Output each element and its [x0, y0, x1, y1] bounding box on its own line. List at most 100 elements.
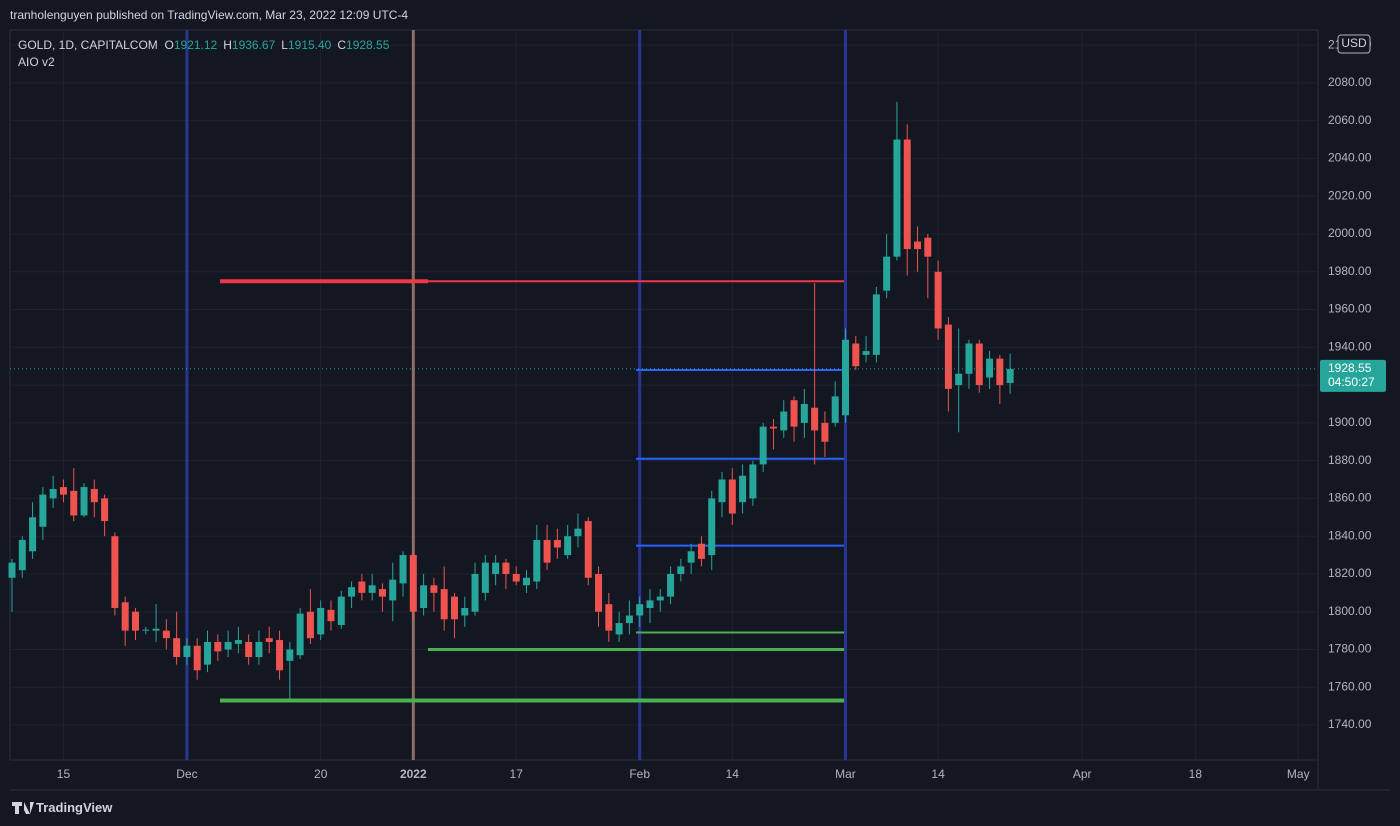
candle-body: [173, 638, 181, 658]
legend-key: C: [337, 38, 347, 52]
y-tick-label: 1820.00: [1328, 566, 1372, 580]
price-label: 1928.55: [1328, 361, 1372, 375]
candle-body: [409, 555, 417, 612]
candle-body: [111, 536, 119, 608]
candle-body: [204, 641, 212, 665]
candle-body: [811, 407, 819, 431]
candle-body: [584, 521, 592, 578]
candle-body: [687, 551, 695, 563]
currency: USD: [1341, 36, 1367, 50]
candle-body: [317, 607, 325, 635]
grid: [10, 30, 1318, 760]
candle-body: [286, 649, 294, 661]
candle-body: [348, 587, 356, 597]
candle-body: [461, 607, 469, 616]
candle-body: [502, 562, 510, 574]
x-tick-label: 18: [1189, 767, 1203, 781]
candle-body: [728, 479, 736, 514]
candle-body: [420, 585, 428, 608]
candle-body: [59, 487, 67, 495]
candle-body: [523, 577, 530, 586]
marks: [8, 30, 1318, 760]
candle-body: [595, 573, 603, 612]
legend: GOLD, 1D, CAPITALCOM O1921.12 H1936.67 L19…: [18, 37, 395, 71]
candle-body: [831, 396, 839, 423]
y-tick-label: 2020.00: [1328, 188, 1372, 202]
candle-body: [430, 585, 438, 593]
candle-body: [492, 562, 500, 574]
x-tick-label: 14: [931, 767, 945, 781]
candle-body: [893, 139, 901, 257]
candle-body: [841, 339, 849, 416]
countdown: 04:50:27: [1328, 375, 1375, 389]
candle-body: [276, 640, 284, 671]
y-tick-label: 1780.00: [1328, 642, 1372, 656]
candle-body: [553, 539, 561, 548]
x-tick-label: 17: [510, 767, 524, 781]
candle-body: [193, 645, 201, 671]
y-tick-label: 1880.00: [1328, 453, 1372, 467]
candle-body: [965, 343, 973, 374]
brand: TradingView: [36, 800, 113, 815]
y-tick-label: 2060.00: [1328, 113, 1372, 127]
candle-body: [656, 596, 664, 601]
x-tick-label: May: [1287, 767, 1310, 781]
candle-body: [183, 645, 191, 658]
candle-body: [481, 562, 489, 593]
candle-body: [142, 629, 150, 631]
symbol: GOLD, 1D, CAPITALCOM: [18, 38, 158, 52]
candle-body: [749, 464, 757, 499]
x-tick-label: 14: [726, 767, 740, 781]
y-tick-label: 1900.00: [1328, 415, 1372, 429]
candle-body: [162, 630, 170, 639]
candle-body: [821, 422, 829, 442]
legend-key: H: [223, 38, 232, 52]
y-tick-label: 2080.00: [1328, 75, 1372, 89]
candle-body: [564, 536, 572, 556]
candle-body: [718, 479, 726, 503]
candle-body: [914, 241, 922, 250]
candle-body: [234, 640, 242, 644]
candle-body: [800, 403, 808, 423]
candle-body: [368, 585, 376, 593]
candle-body: [1006, 368, 1014, 383]
candle-body: [121, 602, 129, 631]
candle-body: [625, 615, 633, 624]
candle-body: [358, 581, 366, 593]
candle-body: [862, 351, 870, 355]
candle-body: [512, 573, 520, 582]
candle-body: [450, 596, 458, 620]
x-tick-label: Apr: [1073, 767, 1092, 781]
candle-body: [255, 641, 263, 658]
legend-key: O: [164, 38, 174, 52]
candle-body: [667, 573, 675, 597]
candle-body: [80, 487, 88, 516]
candle-body: [18, 539, 26, 571]
candle-body: [29, 517, 37, 552]
candle-body: [101, 498, 109, 522]
candle-body: [615, 623, 623, 635]
candle-body: [986, 358, 994, 378]
candle-body: [955, 373, 963, 386]
y-tick-label: 1960.00: [1328, 302, 1372, 316]
candle-body: [337, 596, 345, 625]
y-tick-label: 1800.00: [1328, 604, 1372, 618]
publish-info: tranholenguyen published on TradingView.…: [10, 8, 409, 22]
y-tick-label: 1980.00: [1328, 264, 1372, 278]
legend-value: 1915.40: [287, 38, 332, 52]
legend-row: GOLD, 1D, CAPITALCOM O1921.12 H1936.67 L19…: [18, 37, 395, 54]
x-tick-label: 2022: [400, 767, 427, 781]
y-tick-label: 1840.00: [1328, 528, 1372, 542]
candle-body: [39, 494, 47, 527]
candle-body: [131, 611, 139, 631]
candle-body: [708, 498, 716, 556]
overlay: 1740.00 1760.00 1780.00 1800.00 1820.00 1840.…: [57, 34, 1386, 781]
candle-body: [883, 256, 891, 291]
x-tick-label: Mar: [835, 767, 856, 781]
candle-body: [8, 562, 16, 578]
candle-body: [605, 604, 613, 631]
legend-value: 1928.55: [346, 38, 390, 52]
candle-body: [533, 539, 541, 582]
candle-body: [934, 271, 942, 329]
